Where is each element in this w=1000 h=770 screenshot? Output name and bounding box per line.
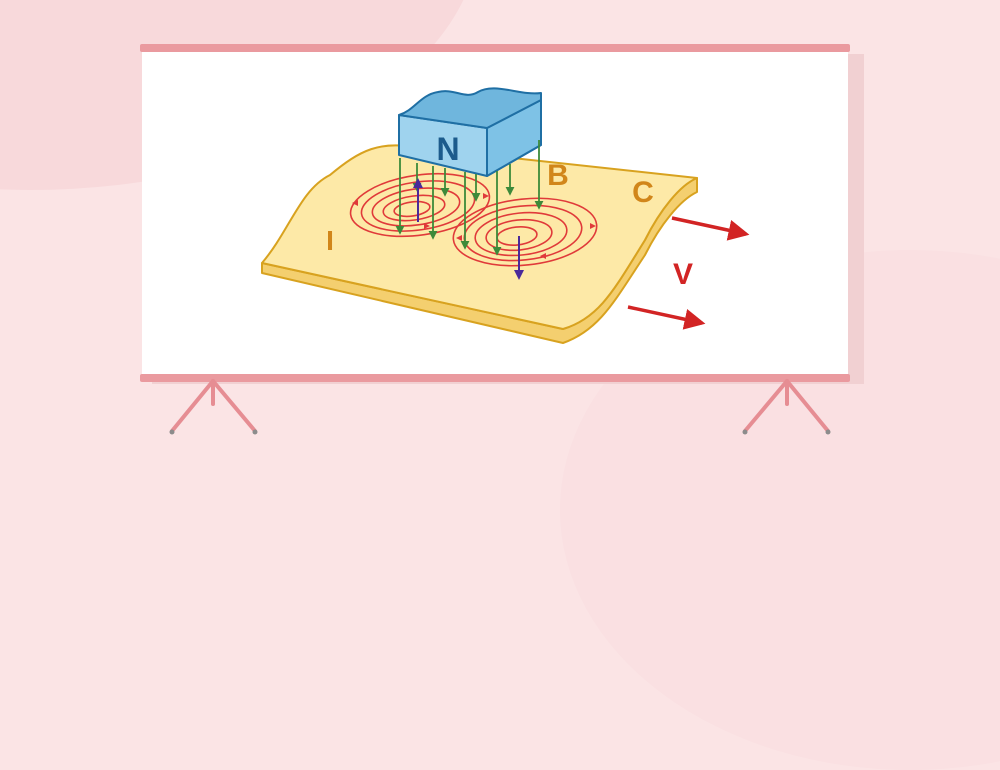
- current-label: I: [326, 225, 334, 256]
- velocity-arrows: [627, 216, 750, 330]
- field-label: B: [547, 159, 569, 192]
- magnet-block: [398, 87, 542, 177]
- conductor-label: C: [632, 176, 654, 209]
- screen-bottom-rail: [140, 374, 850, 382]
- tripod-feet: [169, 429, 831, 435]
- magnet-pole-label: N: [436, 131, 459, 167]
- eddy-current-diagram: N B C I V: [169, 87, 831, 435]
- velocity-label: V: [673, 258, 693, 291]
- magnetic-field-lines: [395, 140, 544, 256]
- conductor-plate: [261, 144, 698, 344]
- eddy-direction-ticks: [352, 193, 596, 259]
- left-tripod-stand: [170, 379, 257, 433]
- right-tripod-stand: [743, 379, 830, 433]
- screen-top-rail: [140, 44, 850, 52]
- projector-screen-illustration: N B C I V: [140, 44, 864, 435]
- induced-field-arrows: [413, 178, 524, 280]
